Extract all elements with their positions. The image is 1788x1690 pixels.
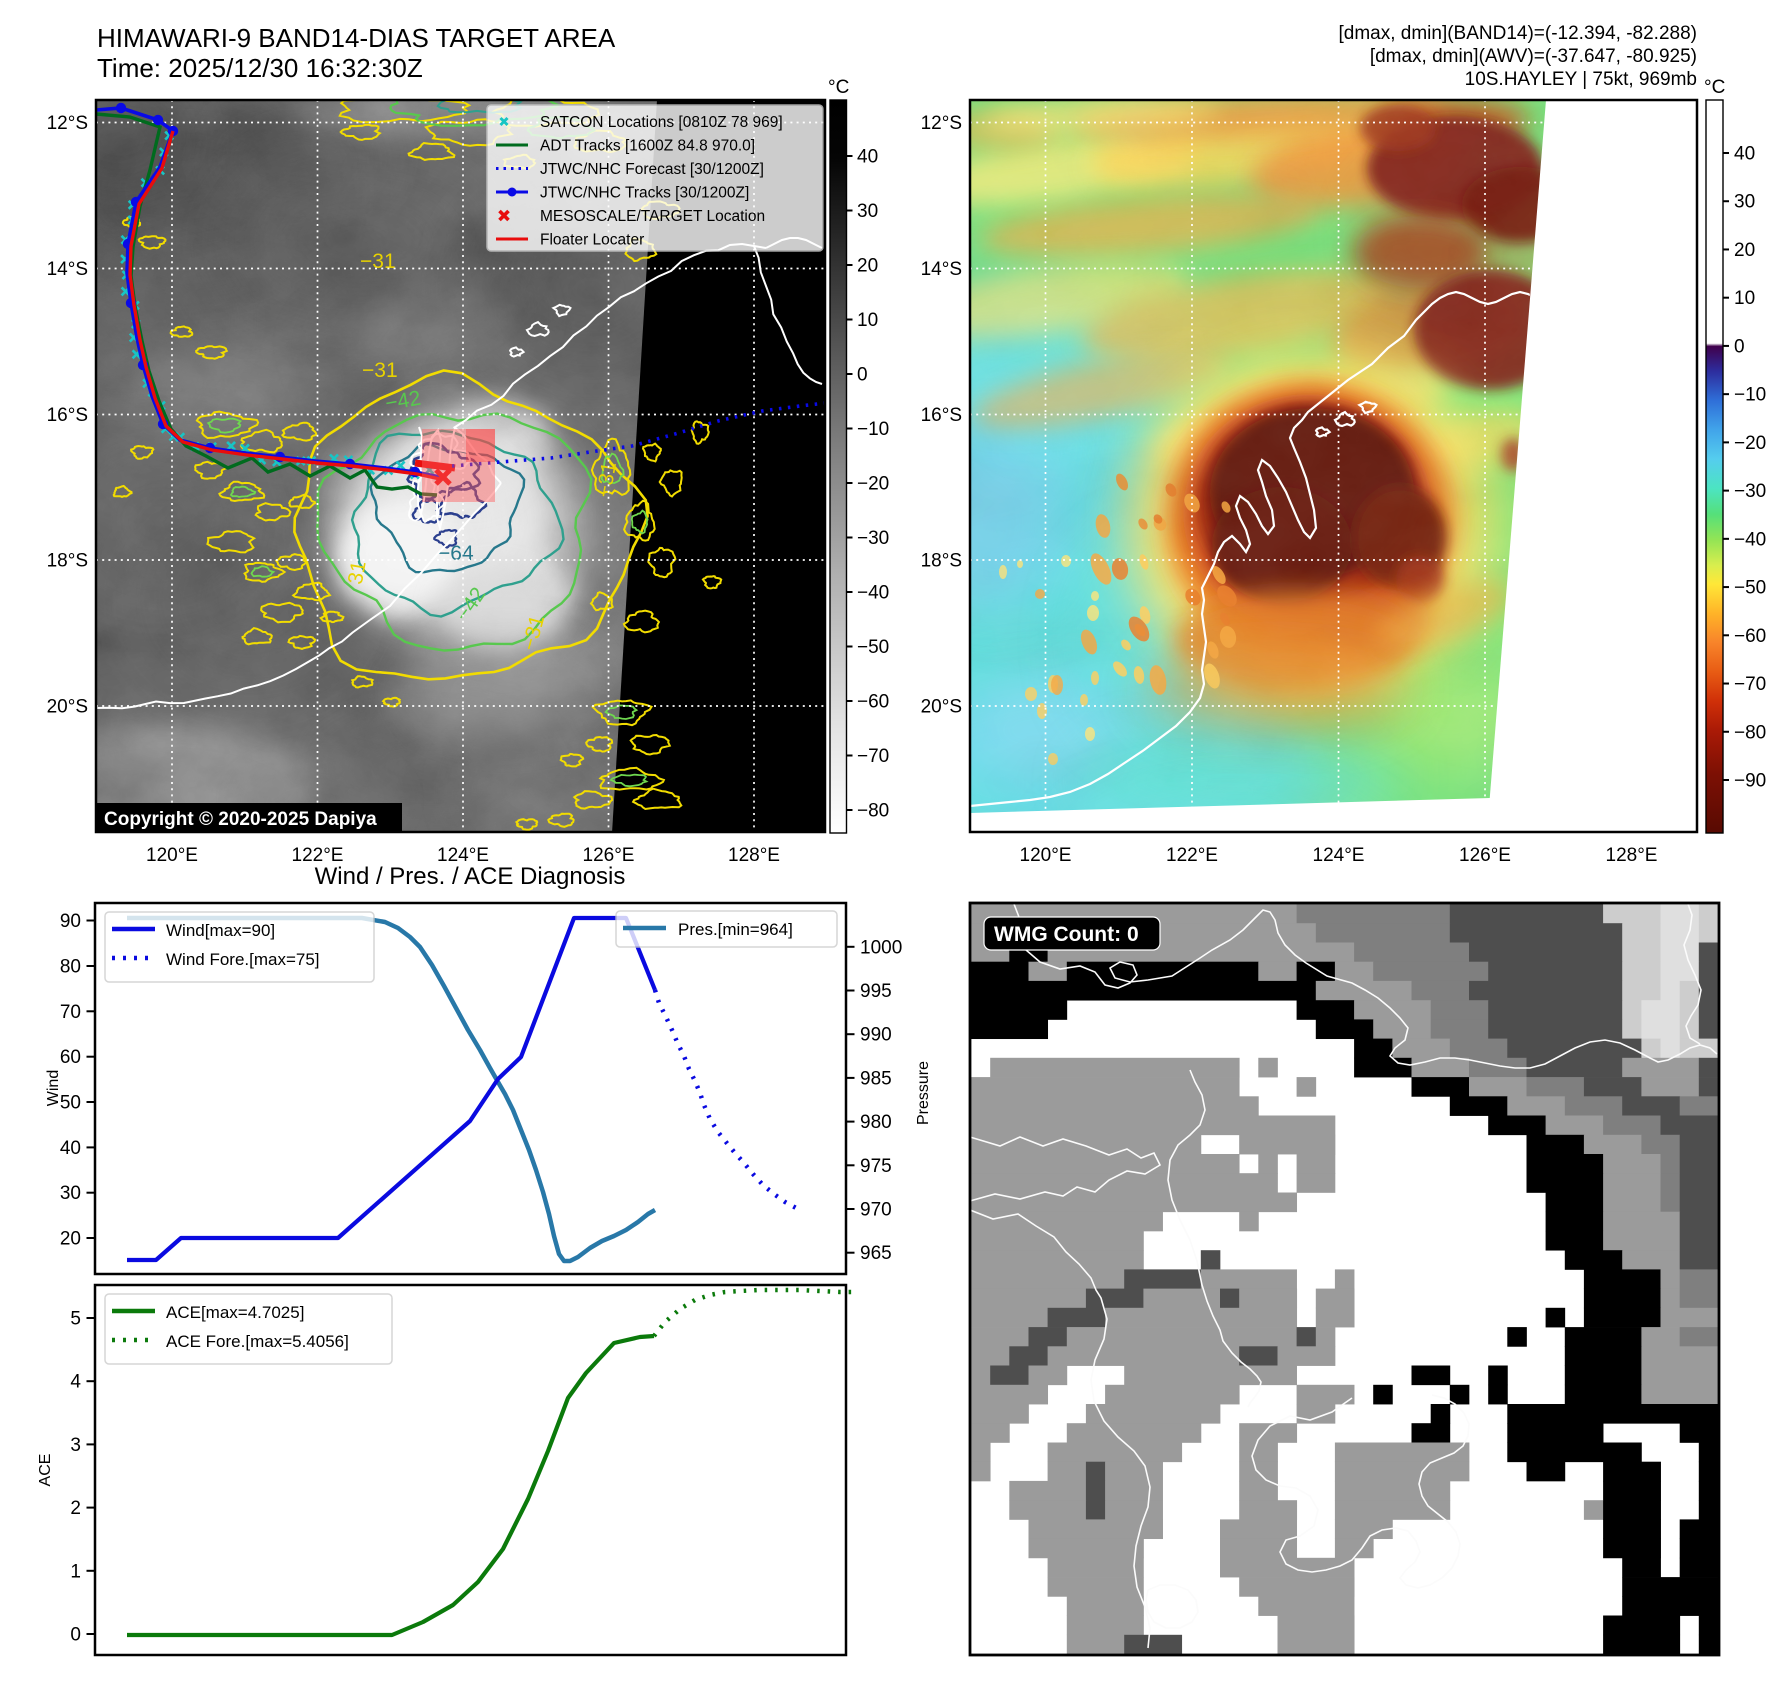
svg-text:3: 3 — [70, 1435, 81, 1456]
svg-text:20: 20 — [1734, 240, 1755, 261]
svg-text:90: 90 — [60, 911, 81, 932]
svg-text:−30: −30 — [1734, 481, 1766, 502]
svg-text:80: 80 — [60, 957, 81, 978]
svg-text:30: 30 — [1734, 192, 1755, 213]
svg-text:12°S: 12°S — [47, 113, 88, 134]
svg-text:10: 10 — [857, 310, 878, 331]
svg-text:70: 70 — [60, 1002, 81, 1023]
svg-text:30: 30 — [857, 201, 878, 222]
svg-text:ACE[max=4.7025]: ACE[max=4.7025] — [166, 1303, 304, 1322]
svg-text:120°E: 120°E — [1020, 845, 1072, 866]
svg-text:Pressure: Pressure — [915, 1061, 932, 1125]
svg-text:−40: −40 — [1734, 529, 1766, 550]
svg-text:128°E: 128°E — [728, 845, 780, 866]
svg-text:124°E: 124°E — [437, 845, 489, 866]
svg-text:MESOSCALE/TARGET Location: MESOSCALE/TARGET Location — [540, 208, 765, 225]
svg-text:−20: −20 — [857, 474, 889, 495]
svg-text:ACE: ACE — [37, 1454, 54, 1487]
svg-text:18°S: 18°S — [47, 551, 88, 572]
svg-text:WMG Count: 0: WMG Count: 0 — [994, 923, 1139, 946]
svg-text:°C: °C — [828, 77, 849, 98]
svg-text:40: 40 — [60, 1138, 81, 1159]
svg-text:−50: −50 — [857, 637, 889, 658]
svg-text:128°E: 128°E — [1606, 845, 1658, 866]
svg-text:60: 60 — [60, 1047, 81, 1068]
svg-text:Wind Fore.[max=75]: Wind Fore.[max=75] — [166, 950, 320, 969]
svg-text:126°E: 126°E — [1459, 845, 1511, 866]
svg-text:120°E: 120°E — [146, 845, 198, 866]
svg-text:1: 1 — [70, 1561, 81, 1582]
svg-text:16°S: 16°S — [47, 405, 88, 426]
svg-text:−60: −60 — [1734, 626, 1766, 647]
svg-text:0: 0 — [1734, 336, 1745, 357]
svg-text:122°E: 122°E — [292, 845, 344, 866]
svg-text:Wind / Pres. / ACE Diagnosis: Wind / Pres. / ACE Diagnosis — [315, 863, 626, 890]
svg-text:JTWC/NHC Tracks [30/1200Z]: JTWC/NHC Tracks [30/1200Z] — [540, 185, 749, 202]
svg-text:−31: −31 — [360, 250, 396, 273]
svg-text:HIMAWARI-9 BAND14-DIAS TARGET: HIMAWARI-9 BAND14-DIAS TARGET AREA — [97, 23, 616, 53]
svg-text:−31: −31 — [362, 359, 398, 382]
svg-text:124°E: 124°E — [1313, 845, 1365, 866]
svg-text:−80: −80 — [1734, 722, 1766, 743]
svg-text:−80: −80 — [857, 801, 889, 822]
svg-text:Wind[max=90]: Wind[max=90] — [166, 921, 275, 940]
svg-text:−40: −40 — [857, 583, 889, 604]
svg-text:[dmax, dmin](BAND14)=(-12.394,: [dmax, dmin](BAND14)=(-12.394, -82.288) — [1338, 23, 1697, 44]
svg-text:31: 31 — [344, 559, 371, 586]
svg-text:0: 0 — [70, 1625, 81, 1646]
svg-text:20: 20 — [60, 1229, 81, 1250]
svg-text:990: 990 — [860, 1025, 892, 1046]
svg-text:−50: −50 — [1734, 578, 1766, 599]
svg-text:40: 40 — [1734, 144, 1755, 165]
svg-text:20°S: 20°S — [47, 697, 88, 718]
svg-text:16°S: 16°S — [921, 405, 962, 426]
svg-text:12°S: 12°S — [921, 113, 962, 134]
svg-text:−30: −30 — [857, 528, 889, 549]
svg-text:18°S: 18°S — [921, 551, 962, 572]
svg-text:50: 50 — [60, 1093, 81, 1114]
svg-text:°C: °C — [1704, 77, 1725, 98]
svg-text:975: 975 — [860, 1156, 892, 1177]
svg-text:30: 30 — [60, 1183, 81, 1204]
svg-text:5: 5 — [70, 1309, 81, 1330]
svg-text:20: 20 — [857, 256, 878, 277]
svg-text:−10: −10 — [1734, 385, 1766, 406]
svg-text:Copyright © 2020-2025 Dapiya: Copyright © 2020-2025 Dapiya — [104, 809, 377, 830]
svg-text:JTWC/NHC Forecast [30/1200Z]: JTWC/NHC Forecast [30/1200Z] — [540, 161, 764, 178]
svg-text:122°E: 122°E — [1166, 845, 1218, 866]
svg-text:4: 4 — [70, 1372, 81, 1393]
svg-text:−70: −70 — [857, 746, 889, 767]
svg-text:985: 985 — [860, 1068, 892, 1089]
svg-text:10S.HAYLEY | 75kt, 969mb: 10S.HAYLEY | 75kt, 969mb — [1465, 69, 1697, 90]
svg-text:Floater Locater: Floater Locater — [540, 232, 644, 249]
svg-text:−60: −60 — [857, 692, 889, 713]
svg-text:ACE Fore.[max=5.4056]: ACE Fore.[max=5.4056] — [166, 1332, 349, 1351]
svg-text:−70: −70 — [1734, 674, 1766, 695]
svg-text:14°S: 14°S — [921, 259, 962, 280]
svg-text:2: 2 — [70, 1498, 81, 1519]
svg-text:−10: −10 — [857, 419, 889, 440]
svg-text:14°S: 14°S — [47, 259, 88, 280]
svg-text:1000: 1000 — [860, 937, 902, 958]
svg-text:965: 965 — [860, 1243, 892, 1264]
svg-text:0: 0 — [857, 365, 868, 386]
svg-text:970: 970 — [860, 1200, 892, 1221]
svg-text:126°E: 126°E — [583, 845, 635, 866]
svg-text:40: 40 — [857, 147, 878, 168]
svg-text:10: 10 — [1734, 288, 1755, 309]
svg-text:20°S: 20°S — [921, 697, 962, 718]
svg-text:[dmax, dmin](AWV)=(-37.647, -8: [dmax, dmin](AWV)=(-37.647, -80.925) — [1370, 46, 1697, 67]
svg-text:−20: −20 — [1734, 433, 1766, 454]
svg-text:Pres.[min=964]: Pres.[min=964] — [678, 920, 793, 939]
svg-text:995: 995 — [860, 981, 892, 1002]
svg-text:−90: −90 — [1734, 770, 1766, 791]
svg-text:ADT Tracks [1600Z 84.8 970.0]: ADT Tracks [1600Z 84.8 970.0] — [540, 138, 755, 155]
svg-text:SATCON Locations [0810Z 78 969: SATCON Locations [0810Z 78 969] — [540, 114, 783, 131]
svg-text:Time: 2025/12/30 16:32:30Z: Time: 2025/12/30 16:32:30Z — [97, 53, 423, 83]
svg-text:Wind: Wind — [45, 1070, 62, 1106]
svg-text:980: 980 — [860, 1112, 892, 1133]
svg-text:−64: −64 — [438, 542, 474, 565]
